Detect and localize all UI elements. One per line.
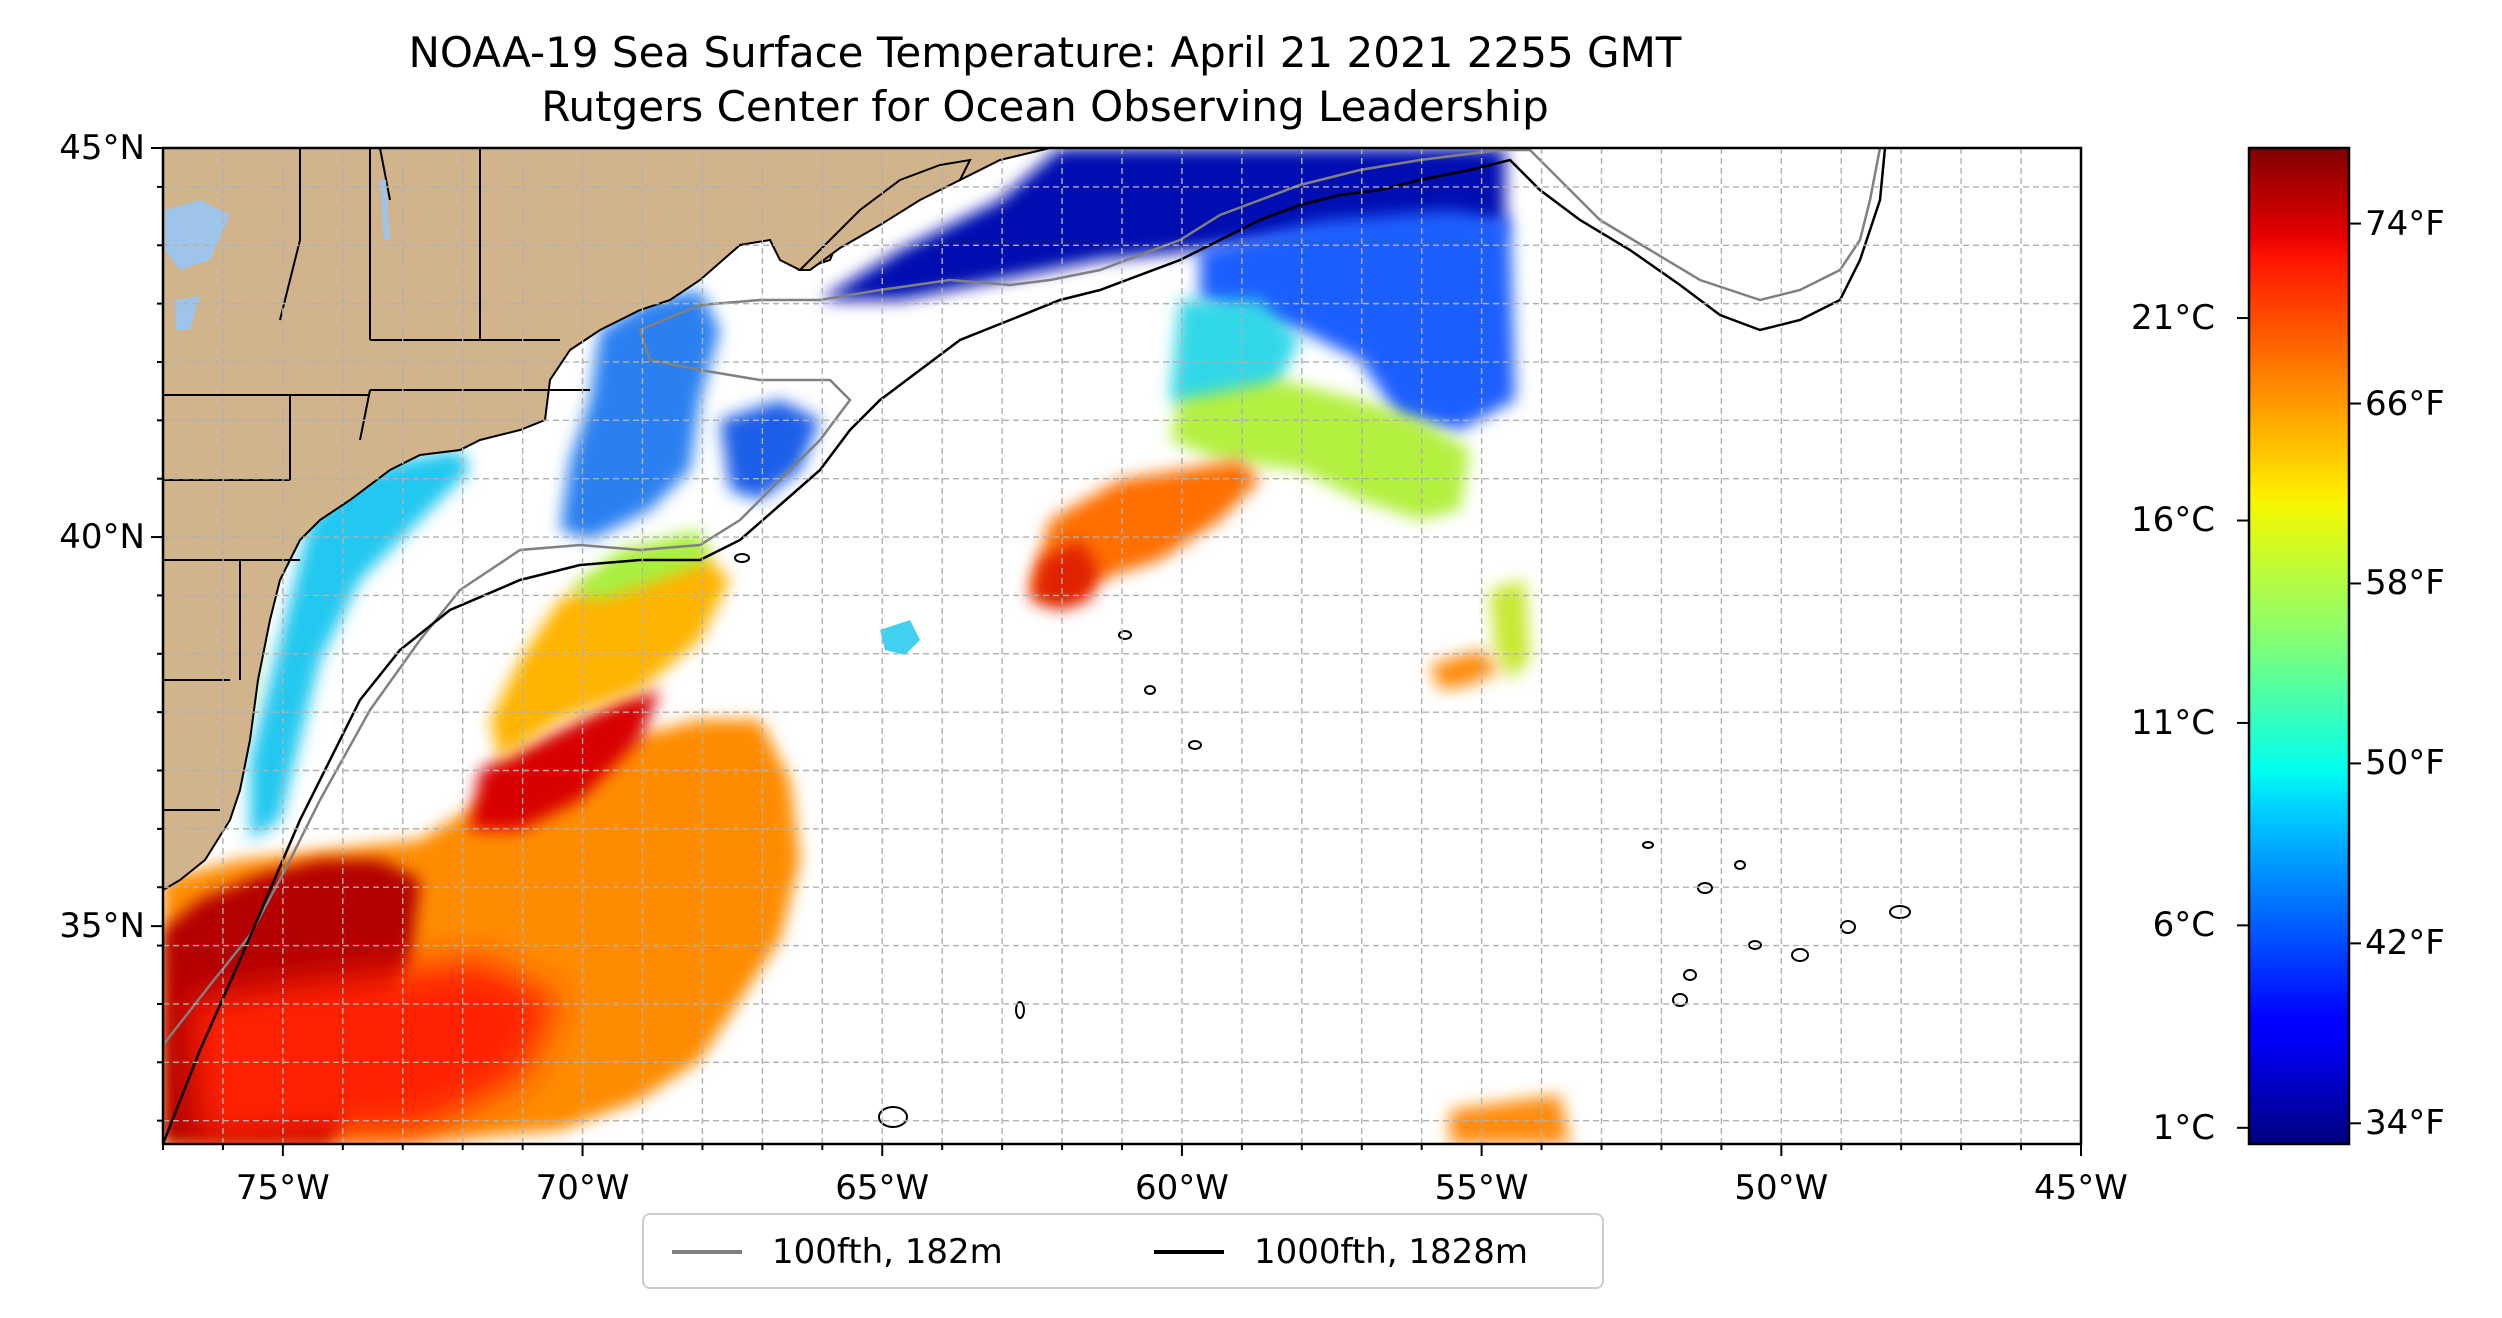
colorbar-celsius-label: 1°C xyxy=(2152,1107,2215,1148)
latitude-label: 35°N xyxy=(59,906,145,947)
sst-patch-shelf-cyan xyxy=(250,450,470,840)
colorbar-fahrenheit-label: 74°F xyxy=(2365,203,2445,244)
sst-patch-warm-eddy-red xyxy=(1030,540,1100,610)
colorbar-fahrenheit-label: 58°F xyxy=(2365,563,2445,604)
map-title: NOAA-19 Sea Surface Temperature: April 2… xyxy=(408,28,1682,77)
longitude-label: 50°W xyxy=(1734,1168,1829,1208)
colorbar-fahrenheit-label: 66°F xyxy=(2365,383,2445,424)
sst-patch-offshore-green xyxy=(1170,380,1470,520)
colorbar-fahrenheit-label: 42°F xyxy=(2365,923,2445,964)
sst-patch-southwest-red xyxy=(190,960,560,1140)
map-gridlines xyxy=(163,148,2081,1144)
sst-patch-nova-scotia-navy xyxy=(820,148,1505,300)
longitude-label: 45°W xyxy=(2034,1168,2128,1208)
isobath-legend: 100fth, 182m 1000fth, 1828m xyxy=(642,1213,1604,1289)
lakes xyxy=(165,180,390,330)
longitude-label: 70°W xyxy=(535,1168,630,1208)
isobath-1000fth xyxy=(163,148,1887,1144)
sst-patch-gulf-stream-red xyxy=(470,690,660,830)
latitude-label: 45°N xyxy=(59,128,145,168)
sst-patch-east-orange xyxy=(1430,650,1500,690)
sst-patch-slope-yellow xyxy=(490,550,730,760)
legend-swatch-100fth xyxy=(672,1250,742,1254)
colorbar-tick-marks xyxy=(2237,222,2361,1129)
sst-patch-east-green xyxy=(1490,580,1530,680)
colorbar-celsius-label: 11°C xyxy=(2130,702,2215,743)
seamount-contours xyxy=(734,553,1911,1128)
longitude-label: 55°W xyxy=(1434,1168,1529,1208)
colorbar-fahrenheit-label: 34°F xyxy=(2365,1103,2445,1144)
isobath-100fth xyxy=(163,148,1882,1046)
longitude-label: 75°W xyxy=(235,1168,330,1208)
state-borders xyxy=(163,148,590,811)
sst-patch-south-orange xyxy=(1450,1095,1570,1144)
colorbar-fahrenheit-label: 50°F xyxy=(2365,743,2445,784)
colorbar xyxy=(2247,146,2351,1146)
sst-patch-georges-bank-blue xyxy=(560,290,720,540)
sst-patch-cyan-small xyxy=(880,620,920,655)
longitude-label: 65°W xyxy=(835,1168,930,1208)
legend-swatch-1000fth xyxy=(1154,1250,1224,1254)
colorbar-celsius-label: 6°C xyxy=(2152,905,2215,946)
legend-label-1000fth: 1000fth, 1828m xyxy=(1254,1232,1529,1272)
longitude-label: 60°W xyxy=(1134,1168,1229,1208)
map-subtitle: Rutgers Center for Ocean Observing Leade… xyxy=(541,82,1549,131)
sst-data-layer xyxy=(163,148,1570,1144)
axis-tick-marks xyxy=(151,147,2082,1156)
colorbar-celsius-label: 16°C xyxy=(2130,500,2215,541)
sst-patch-offshore-blue xyxy=(1200,210,1515,430)
colorbar-celsius-label: 21°C xyxy=(2130,298,2215,339)
sst-patch-gulf-of-maine-blue xyxy=(720,400,820,500)
latitude-label: 40°N xyxy=(59,517,145,558)
legend-label-100fth: 100fth, 182m xyxy=(772,1232,1003,1272)
